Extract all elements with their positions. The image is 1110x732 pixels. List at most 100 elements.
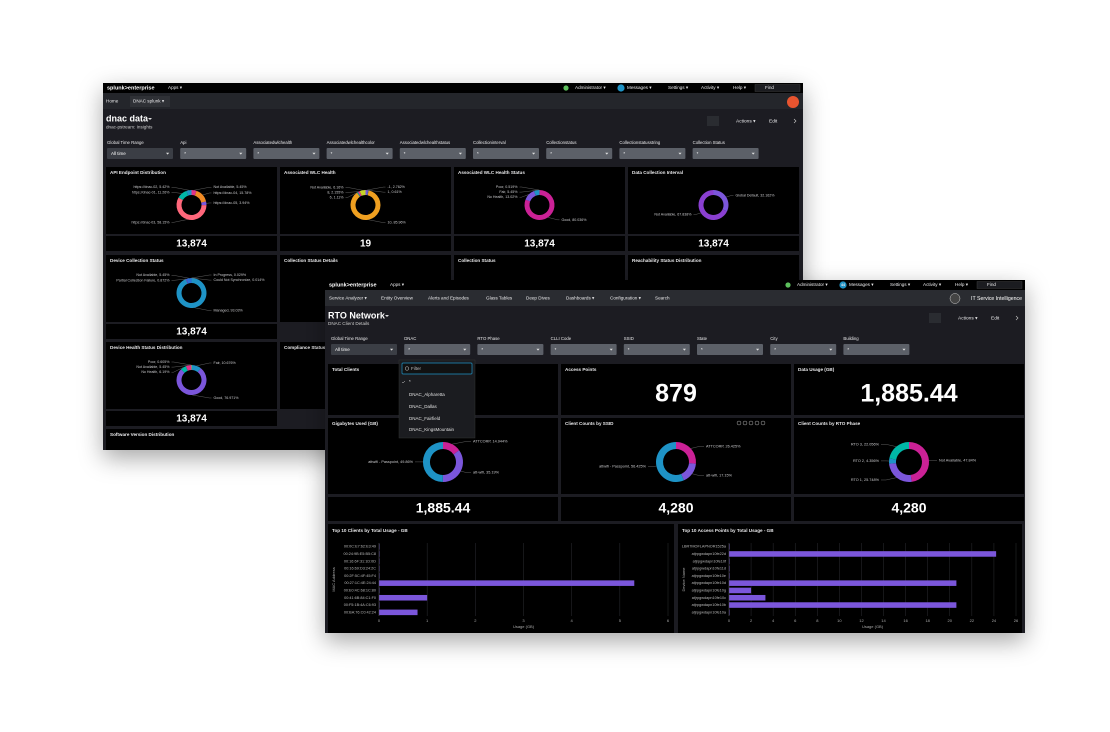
- filter-input[interactable]: [331, 344, 397, 355]
- dropdown-option[interactable]: *: [409, 379, 411, 384]
- y-tick-label: atjrpgwdapn10fe10a: [692, 610, 727, 614]
- filter-value[interactable]: *: [550, 151, 552, 156]
- filter-value[interactable]: *: [628, 347, 630, 352]
- dropdown-search-placeholder[interactable]: Filter: [411, 366, 422, 371]
- filter-label: Global Time Range: [331, 336, 368, 341]
- filter-value[interactable]: *: [257, 151, 259, 156]
- filter-value[interactable]: *: [847, 347, 849, 352]
- nav-item[interactable]: Entity Overview: [381, 296, 414, 301]
- find-button[interactable]: Find: [987, 282, 996, 287]
- filter-input[interactable]: [697, 344, 763, 355]
- top-menu-item[interactable]: Activity ▾: [923, 282, 942, 287]
- action-button[interactable]: Edit: [991, 315, 1000, 321]
- nav-item[interactable]: Alerts and Episodes: [428, 296, 470, 301]
- search-box[interactable]: [976, 281, 1023, 289]
- filter-input[interactable]: [477, 344, 544, 355]
- filter-input[interactable]: [843, 344, 910, 355]
- filter-input[interactable]: [619, 148, 686, 159]
- action-button[interactable]: Actions ▾: [958, 315, 978, 321]
- stat-value: 879: [655, 380, 697, 408]
- nav-item[interactable]: Deep Dives: [526, 296, 550, 301]
- top-menu-item[interactable]: Help ▾: [955, 282, 969, 287]
- dropdown-option[interactable]: DNAC_Dallas: [409, 404, 438, 409]
- filter-value[interactable]: *: [774, 347, 776, 352]
- filter-input[interactable]: [253, 148, 320, 159]
- filter-value[interactable]: *: [697, 151, 699, 156]
- filter-input[interactable]: [473, 148, 539, 159]
- search-box[interactable]: [754, 84, 801, 92]
- filter-input[interactable]: [546, 148, 613, 159]
- top-menu-item[interactable]: Messages ▾: [627, 85, 652, 90]
- nav-item[interactable]: Glass Tables: [486, 296, 513, 301]
- leader-line: [368, 190, 386, 193]
- fullscreen-button[interactable]: [929, 313, 941, 323]
- donut-label: 10, 85.96%: [388, 221, 407, 225]
- top-menu-item[interactable]: Settings ▾: [890, 282, 911, 287]
- filter-value[interactable]: All time: [335, 347, 350, 352]
- filter-input[interactable]: [404, 344, 471, 355]
- donut-segment: [524, 190, 555, 220]
- filter-value[interactable]: *: [184, 151, 186, 156]
- filter-value[interactable]: *: [331, 151, 333, 156]
- filter-input[interactable]: [107, 148, 173, 159]
- dropdown-option[interactable]: DNAC_Fairfield: [409, 416, 441, 421]
- y-tick-label: 00:27:1C:4E:24:44: [344, 581, 376, 585]
- filter-label: Associatedwlchealthcolor: [327, 140, 376, 145]
- x-tick-label: 4: [571, 618, 574, 623]
- apps-menu[interactable]: Apps ▾: [168, 85, 183, 90]
- panel-tool-icon[interactable]: [748, 420, 754, 426]
- panel-title: Gigabytes Used (GB): [332, 421, 378, 426]
- panel-tool-icon[interactable]: [736, 420, 742, 426]
- filter-input[interactable]: [692, 148, 759, 159]
- dropdown-option[interactable]: DNAC_Alpharetta: [409, 392, 445, 397]
- filter-input[interactable]: [550, 344, 617, 355]
- nav-item[interactable]: Home: [106, 99, 119, 104]
- donut-segment: [176, 197, 207, 220]
- nav-item[interactable]: Configuration ▾: [610, 296, 642, 301]
- panel-tool-icon[interactable]: [754, 420, 760, 426]
- filter-value[interactable]: *: [477, 151, 479, 156]
- top-menu-item[interactable]: Settings ▾: [668, 85, 689, 90]
- action-button[interactable]: Edit: [769, 118, 778, 124]
- top-menu-item[interactable]: Administrator ▾: [797, 282, 828, 287]
- panel: [280, 236, 451, 251]
- top-menu-item[interactable]: Activity ▾: [701, 85, 720, 90]
- action-button[interactable]: Actions ▾: [736, 118, 756, 124]
- nav-item[interactable]: Service Analyzer ▾: [329, 296, 367, 301]
- panel-tool-icon[interactable]: [742, 420, 748, 426]
- filter-value[interactable]: *: [555, 347, 557, 352]
- top-menu-item[interactable]: Messages ▾: [849, 282, 874, 287]
- filter-value[interactable]: *: [701, 347, 703, 352]
- filter-value[interactable]: *: [481, 347, 483, 352]
- top-menu-item[interactable]: Administrator ▾: [575, 85, 606, 90]
- top-menu-item[interactable]: Help ▾: [733, 85, 747, 90]
- caret: [756, 348, 760, 351]
- donut-label: RTO 1, 25.748%: [851, 478, 880, 482]
- dropdown-option[interactable]: DNAC_KingsMountain: [409, 427, 455, 432]
- find-button[interactable]: Find: [765, 85, 774, 90]
- apps-menu[interactable]: Apps ▾: [390, 282, 405, 287]
- panel-tool-icon[interactable]: [760, 420, 766, 426]
- nav-item[interactable]: DNAC splunk ▾: [133, 99, 165, 104]
- fullscreen-button[interactable]: [707, 116, 719, 126]
- x-tick-label: 2: [750, 618, 753, 623]
- filter-input[interactable]: [623, 344, 690, 355]
- filter-input[interactable]: [399, 148, 466, 159]
- donut-label: Not Available, 5.45%: [136, 365, 170, 369]
- filter-value[interactable]: All time: [111, 151, 126, 156]
- bar: [729, 558, 730, 565]
- nav-item[interactable]: Search: [655, 296, 670, 301]
- panel-title: Device Health Status Distribution: [110, 345, 183, 350]
- donut-label: Could Not Synchronize, 0.014%: [214, 278, 266, 282]
- nav-item[interactable]: Dashboards ▾: [566, 296, 595, 301]
- filter-input[interactable]: [180, 148, 247, 159]
- filter-input[interactable]: [770, 344, 837, 355]
- filter-value[interactable]: *: [408, 347, 410, 352]
- messages-count: 44: [841, 283, 845, 287]
- filter-value[interactable]: *: [623, 151, 625, 156]
- x-tick-label: 6: [667, 618, 670, 623]
- filter-input[interactable]: [326, 148, 393, 159]
- filter-value[interactable]: *: [404, 151, 406, 156]
- dropdown-search[interactable]: [401, 362, 473, 375]
